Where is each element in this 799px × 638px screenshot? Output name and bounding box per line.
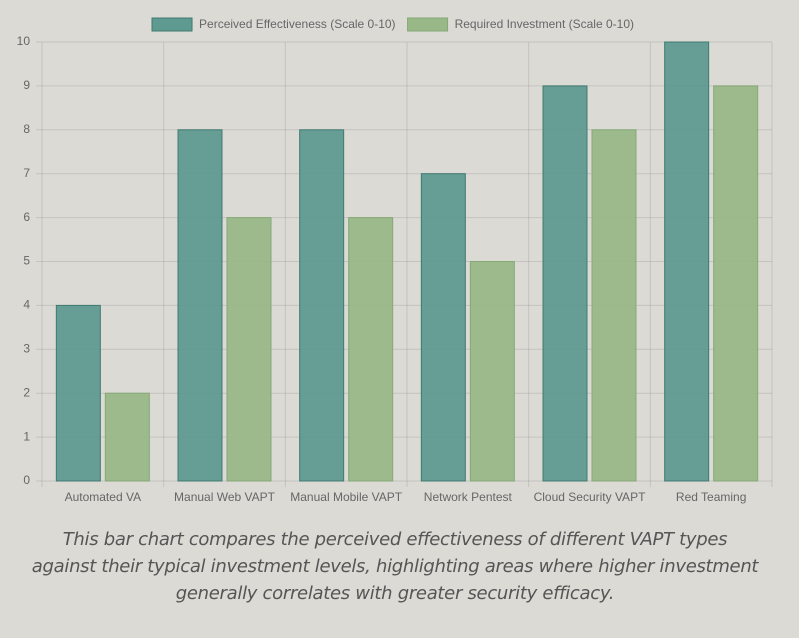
x-tick-label: Red Teaming — [676, 490, 747, 504]
x-tick-label: Network Pentest — [424, 490, 513, 504]
bar — [591, 129, 637, 482]
y-tick-label: 10 — [17, 34, 31, 48]
x-tick-label: Manual Mobile VAPT — [290, 490, 402, 504]
bar — [469, 261, 515, 482]
y-tick-label: 0 — [23, 473, 30, 487]
y-tick-label: 2 — [23, 385, 30, 399]
x-tick-label: Automated VA — [65, 490, 142, 504]
caption: This bar chart compares the perceived ef… — [31, 529, 759, 604]
bar — [55, 304, 101, 482]
x-tick-label: Manual Web VAPT — [174, 490, 276, 504]
bar — [420, 173, 466, 482]
y-tick-label: 3 — [23, 341, 30, 355]
y-tick-label: 9 — [23, 78, 30, 92]
bar — [104, 392, 150, 482]
chart: 0 1 2 3 4 5 6 7 8 9 10 Automated VA Manual Web VAPT M… — [17, 17, 773, 504]
y-tick-label: 1 — [23, 429, 30, 443]
y-tick-label: 6 — [23, 210, 30, 224]
legend-label: Perceived Effectiveness (Scale 0-10) — [199, 17, 396, 31]
legend-label: Required Investment (Scale 0-10) — [455, 17, 634, 31]
bar — [299, 129, 345, 482]
bar — [542, 85, 588, 482]
bar — [713, 85, 759, 482]
bar — [348, 217, 394, 482]
x-tick-label: Cloud Security VAPT — [534, 490, 646, 504]
bar — [226, 217, 272, 482]
legend-swatch — [151, 17, 193, 32]
bar — [664, 41, 710, 482]
y-tick-label: 7 — [23, 166, 30, 180]
y-tick-label: 4 — [23, 298, 30, 312]
y-tick-label: 8 — [23, 122, 30, 136]
legend-swatch — [407, 17, 449, 32]
bar — [177, 129, 223, 482]
y-tick-label: 5 — [23, 254, 30, 268]
